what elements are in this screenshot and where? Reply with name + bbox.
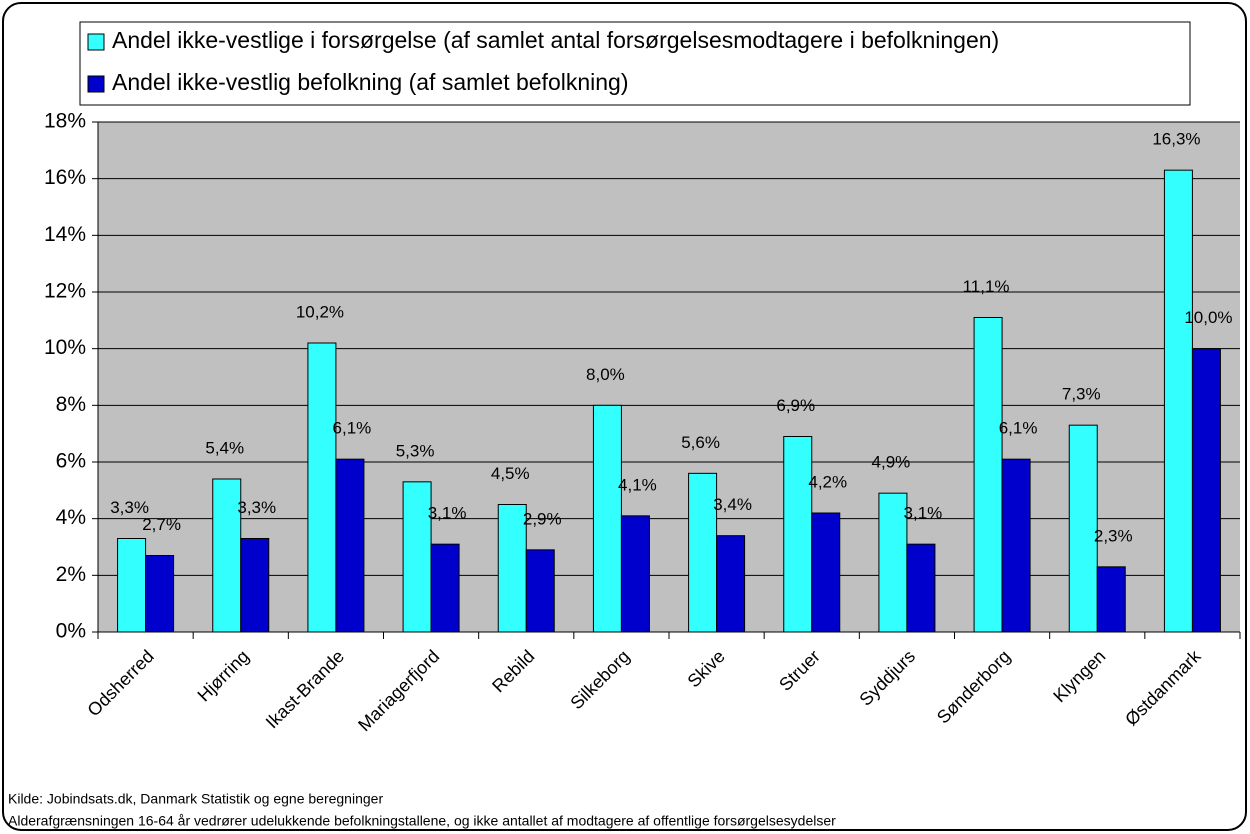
value-label: 2,7%: [142, 515, 181, 534]
value-label: 8,0%: [586, 365, 625, 384]
y-tick-label: 6%: [56, 450, 86, 473]
value-label: 6,1%: [333, 419, 372, 438]
bar: [1001, 458, 1031, 633]
value-label: 6,9%: [776, 396, 815, 415]
bar: [592, 404, 622, 633]
bar: [525, 549, 555, 633]
bar: [430, 543, 460, 633]
value-label: 2,3%: [1094, 526, 1133, 545]
legend-label: Andel ikke-vestlige i forsørgelse (af sa…: [112, 27, 999, 53]
plot-area: [98, 122, 1240, 632]
legend-swatch: [87, 33, 105, 51]
value-label: 10,0%: [1184, 308, 1232, 327]
bar: [811, 512, 841, 633]
bar: [117, 538, 147, 633]
value-label: 3,3%: [237, 498, 276, 517]
bar: [783, 436, 813, 633]
bar: [1163, 169, 1193, 633]
legend: [79, 21, 1191, 106]
bar: [307, 342, 337, 633]
bar: [1096, 566, 1126, 633]
y-tick-label: 10%: [44, 336, 86, 359]
bar: [688, 472, 718, 633]
value-label: 5,3%: [396, 441, 435, 460]
bar: [973, 317, 1003, 633]
bar: [716, 535, 746, 633]
y-tick-label: 0%: [56, 620, 86, 643]
value-label: 6,1%: [999, 419, 1038, 438]
y-tick-label: 4%: [56, 506, 86, 529]
bar: [906, 543, 936, 633]
source-note: Kilde: Jobindsats.dk, Danmark Statistik …: [8, 791, 383, 807]
y-tick-label: 8%: [56, 393, 86, 416]
y-tick-label: 14%: [44, 223, 86, 246]
value-label: 11,1%: [963, 277, 1010, 296]
value-label: 16,3%: [1152, 130, 1200, 149]
bar: [240, 538, 270, 633]
value-label: 3,1%: [904, 504, 943, 523]
y-tick-label: 16%: [44, 166, 86, 189]
bar: [878, 492, 908, 633]
y-tick-label: 18%: [44, 110, 86, 133]
legend-swatch: [87, 75, 105, 93]
value-label: 4,1%: [618, 475, 657, 494]
bar: [145, 555, 175, 633]
bar: [1068, 424, 1098, 633]
value-label: 4,2%: [808, 472, 847, 491]
value-label: 3,3%: [110, 498, 149, 517]
value-label: 7,3%: [1062, 385, 1101, 404]
bar: [335, 458, 365, 633]
footnote: Alderafgrænsningen 16-64 år vedrører ude…: [8, 813, 836, 829]
value-label: 5,4%: [205, 438, 244, 457]
value-label: 4,9%: [872, 453, 911, 472]
bar: [620, 515, 650, 633]
value-label: 10,2%: [296, 302, 344, 321]
value-label: 2,9%: [523, 509, 562, 528]
bar: [1191, 348, 1221, 633]
value-label: 4,5%: [491, 464, 530, 483]
bar: [212, 478, 242, 633]
value-label: 3,1%: [428, 504, 467, 523]
value-label: 5,6%: [681, 433, 720, 452]
y-tick-label: 2%: [56, 563, 86, 586]
y-tick-label: 12%: [44, 280, 86, 303]
bar: [402, 481, 432, 633]
value-label: 3,4%: [713, 495, 752, 514]
legend-label: Andel ikke-vestlig befolkning (af samlet…: [112, 69, 629, 95]
